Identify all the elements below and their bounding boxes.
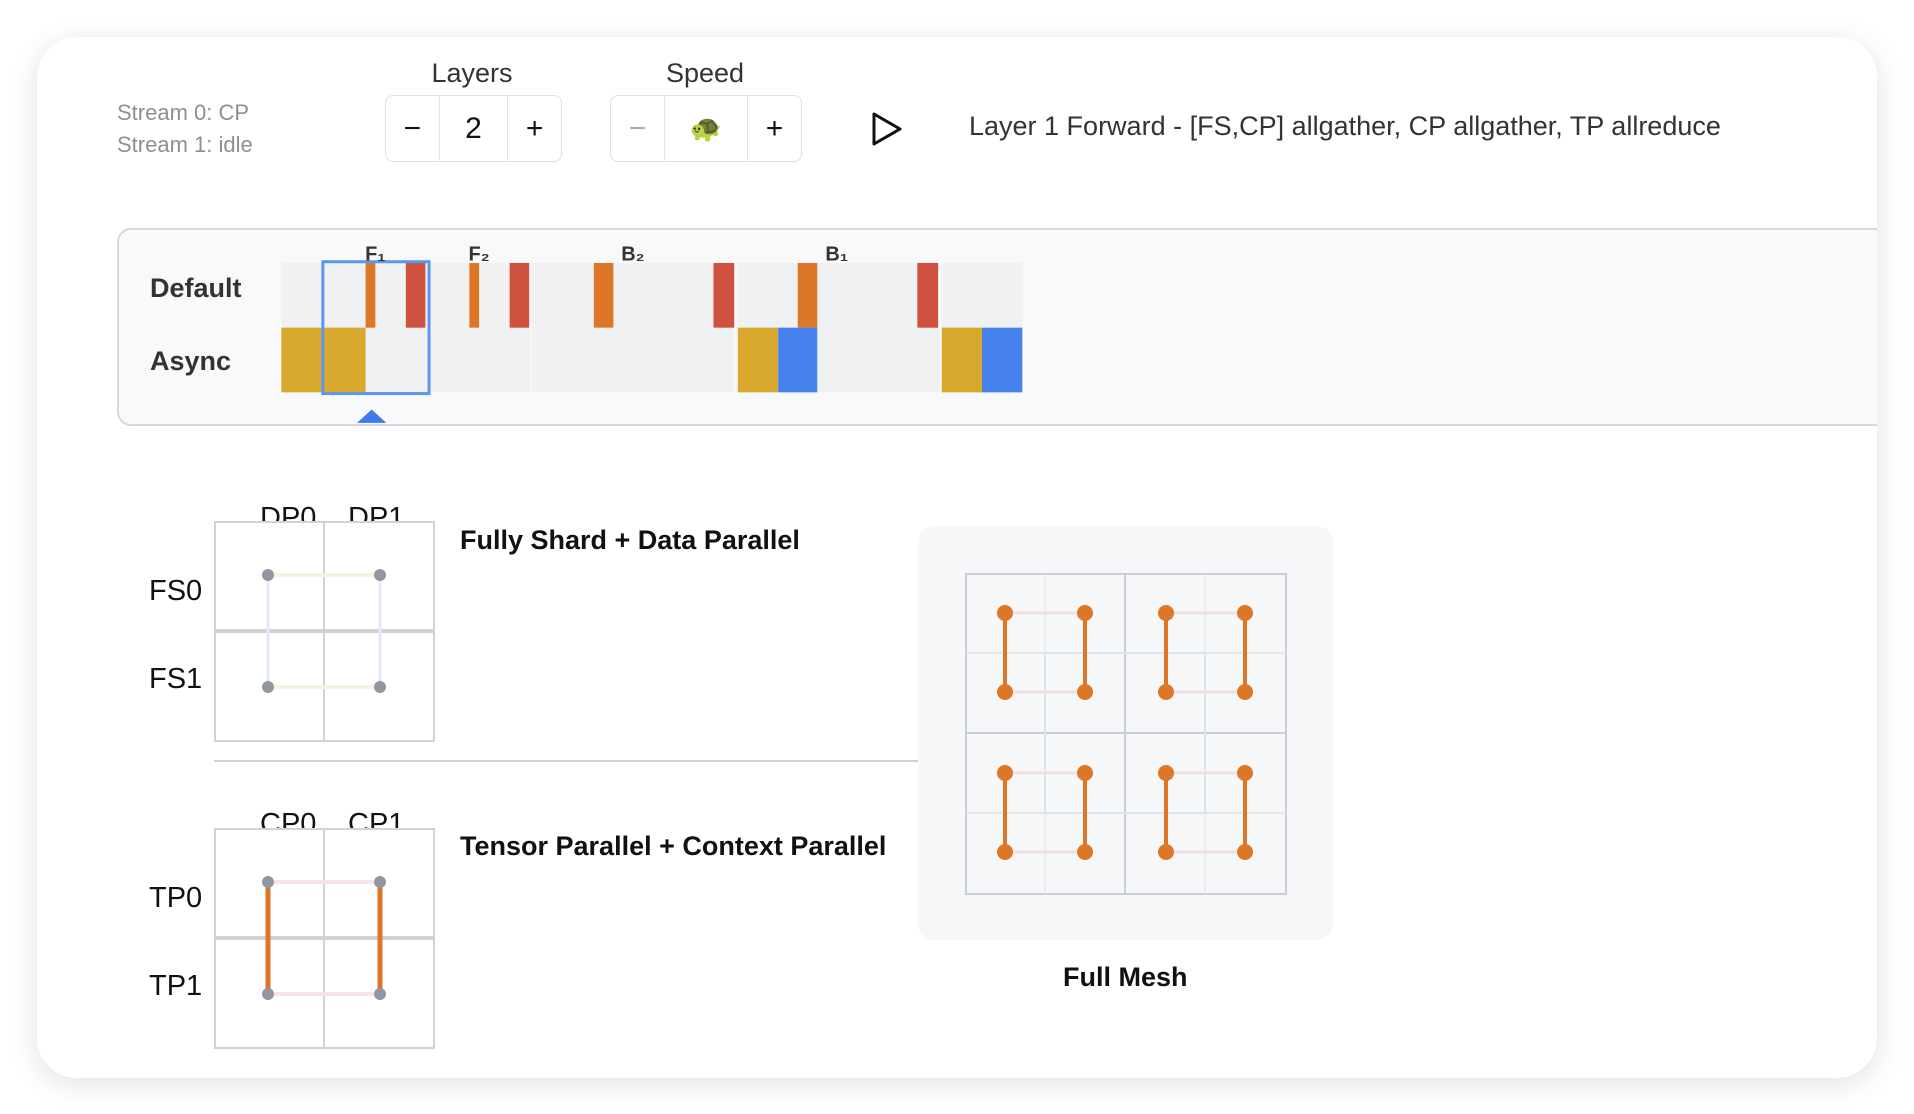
mesh-node	[1077, 844, 1093, 860]
speed-label: Speed	[665, 58, 745, 88]
default-op-red	[713, 262, 735, 328]
visualizer-card: Stream 0: CP Stream 1: idle Layers − 2 +…	[37, 37, 1877, 1078]
default-op-orange	[593, 262, 614, 328]
full-mesh-panel	[918, 526, 1333, 940]
phase-label: F₁	[365, 244, 386, 266]
full-mesh-grid	[965, 573, 1287, 895]
phase-label: F₂	[469, 244, 490, 266]
layers-increment-button[interactable]: +	[525, 111, 544, 145]
mesh-node	[1158, 605, 1174, 621]
mesh-node	[1077, 605, 1093, 621]
layers-decrement-button[interactable]: −	[386, 96, 440, 161]
playhead-marker	[357, 409, 387, 423]
rank-node	[262, 988, 274, 1000]
mesh-node	[1237, 765, 1253, 781]
timeline-track[interactable]: F₁ F₂ B₂ B₁	[119, 230, 1119, 424]
async-op-gold	[737, 327, 779, 393]
phase-label: B₁	[825, 244, 848, 266]
mesh-node	[1158, 684, 1174, 700]
mesh-node	[1077, 765, 1093, 781]
async-op-gold	[941, 327, 983, 393]
speed-stepper: − 🐢 +	[610, 95, 802, 162]
rank-node	[374, 569, 386, 581]
layers-stepper: − 2 +	[385, 95, 562, 162]
default-op-red	[405, 262, 426, 328]
timeline-panel: Default Async F₁ F₂ B₂ B₁	[117, 228, 1877, 426]
fs-dp-title: Fully Shard + Data Parallel	[460, 525, 800, 555]
divider	[214, 760, 918, 762]
row-label-async: Async	[150, 346, 232, 376]
layers-value: 2	[440, 96, 509, 161]
row-label-fs0: FS0	[149, 575, 203, 607]
play-icon[interactable]	[871, 111, 903, 147]
default-op-red	[917, 262, 939, 328]
selected-phase-highlight	[321, 260, 431, 396]
current-step-description: Layer 1 Forward - [FS,CP] allgather, CP …	[969, 111, 1721, 141]
row-label-fs1: FS1	[149, 663, 203, 695]
mesh-node	[1077, 684, 1093, 700]
rank-node	[374, 988, 386, 1000]
rank-node	[262, 681, 274, 693]
mesh-node	[1158, 765, 1174, 781]
row-label-tp0: TP0	[149, 882, 203, 914]
mesh-node	[997, 684, 1013, 700]
mesh-node	[1237, 684, 1253, 700]
default-op-orange	[365, 262, 376, 328]
default-op-orange	[469, 262, 480, 328]
full-mesh-title: Full Mesh	[1063, 962, 1188, 992]
row-label-default: Default	[150, 273, 242, 303]
rank-node	[262, 569, 274, 581]
mesh-node	[997, 765, 1013, 781]
rank-node	[374, 681, 386, 693]
mesh-node	[997, 605, 1013, 621]
fs-dp-grid	[214, 521, 435, 742]
speed-increment-button[interactable]: +	[765, 111, 784, 145]
mesh-node	[1237, 844, 1253, 860]
rank-node	[262, 876, 274, 888]
row-label-tp1: TP1	[149, 970, 203, 1002]
mesh-faint-link	[1044, 652, 1206, 814]
default-op-orange	[797, 262, 818, 328]
speed-decrement-button[interactable]: −	[611, 96, 665, 161]
tp-cp-title: Tensor Parallel + Context Parallel	[460, 831, 887, 861]
mesh-node	[997, 844, 1013, 860]
mesh-node	[1158, 844, 1174, 860]
timeline-slot	[531, 262, 735, 393]
tp-cp-grid	[214, 828, 435, 1049]
default-op-red	[509, 262, 530, 328]
mesh-node	[1237, 605, 1253, 621]
async-op-blue	[982, 327, 1023, 393]
stream-1-status: Stream 1: idle	[117, 132, 253, 157]
stream-0-status: Stream 0: CP	[117, 100, 250, 125]
layers-label: Layers	[431, 58, 513, 88]
rank-node	[374, 876, 386, 888]
turtle-icon: 🐢	[665, 96, 748, 161]
async-op-blue	[778, 327, 818, 393]
phase-label: B₂	[621, 244, 644, 266]
